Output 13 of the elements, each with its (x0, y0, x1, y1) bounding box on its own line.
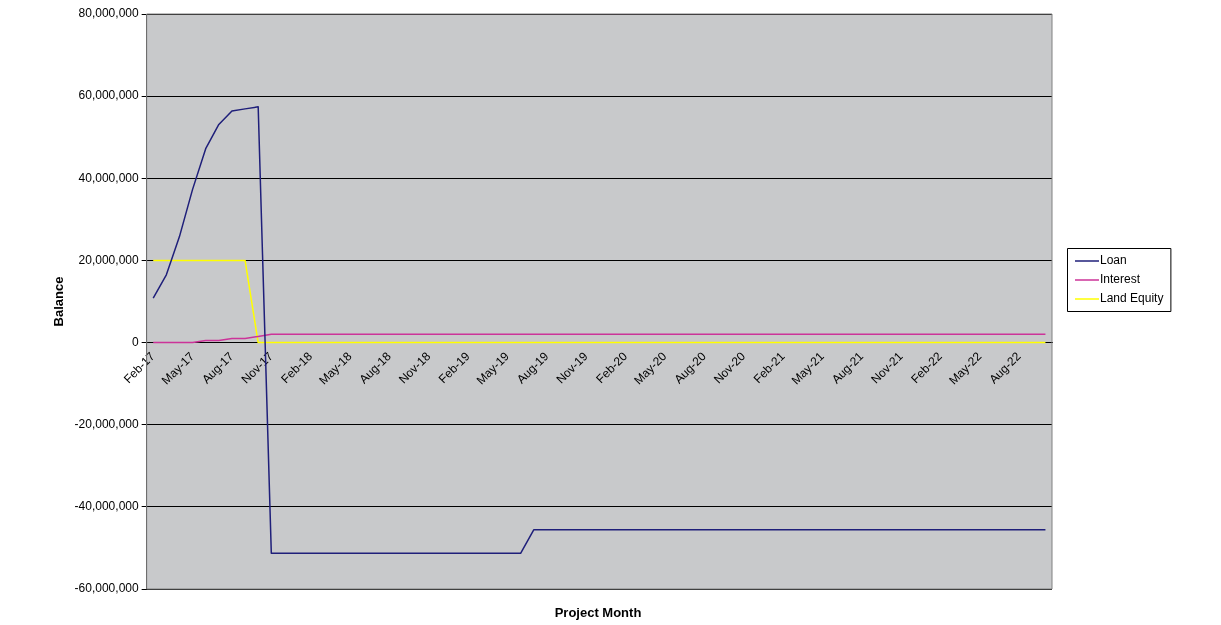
legend-label: Interest (1100, 272, 1141, 287)
y-tick-label: 60,000,000 (78, 88, 139, 103)
legend-label: Loan (1100, 253, 1127, 268)
y-tick-label: 20,000,000 (78, 252, 139, 267)
y-tick-label: 0 (131, 334, 139, 349)
legend-label: Land Equity (1100, 291, 1164, 306)
y-tick-label: 80,000,000 (78, 6, 139, 21)
y-tick-label: 40,000,000 (78, 170, 139, 185)
y-tick-label: -60,000,000 (74, 581, 139, 596)
y-tick-label: -40,000,000 (74, 499, 139, 514)
x-axis-title: Project Month (553, 605, 643, 620)
y-tick-label: -20,000,000 (74, 417, 139, 432)
y-axis-title: Balance (51, 276, 67, 327)
